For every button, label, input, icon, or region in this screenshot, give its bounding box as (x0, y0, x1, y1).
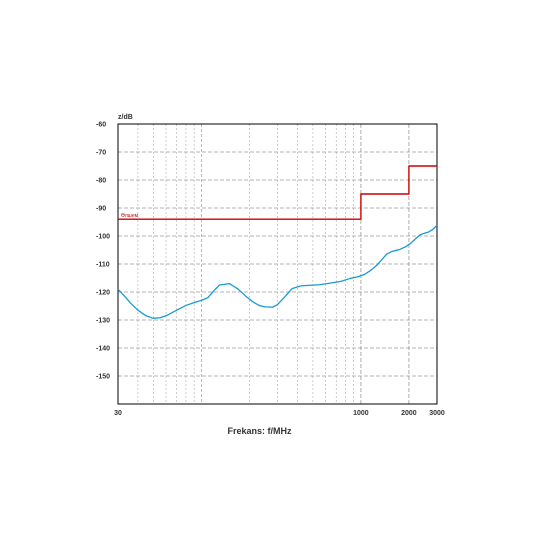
y-tick-labels: -60 -70 -80 -90 -100 -110 -120 -130 -140 -150 (96, 122, 110, 381)
measurement-trace (117, 224, 438, 319)
y-tick-label: -90 (96, 206, 106, 213)
y-tick-label: -150 (96, 374, 110, 381)
y-tick-label: -80 (96, 178, 106, 185)
y-tick-label: -70 (96, 150, 106, 157)
x-axis-label: Frekans: f/MHz (227, 426, 292, 436)
x-tick-label: 2000 (401, 410, 417, 417)
x-tick-labels: 30 1000 2000 3000 (114, 410, 445, 417)
y-tick-label: -100 (96, 234, 110, 241)
x-tick-label: 30 (114, 410, 122, 417)
x-tick-label: 3000 (429, 410, 445, 417)
y-tick-label: -130 (96, 318, 110, 325)
y-tick-label: -120 (96, 290, 110, 297)
limit-line-label: Өлшем (121, 213, 139, 219)
chart-marks (117, 165, 438, 319)
grid-major (118, 124, 437, 404)
y-tick-label: -60 (96, 122, 106, 129)
y-axis-label: z/dB (118, 114, 133, 121)
limit-line (118, 165, 437, 220)
y-tick-label: -140 (96, 346, 110, 353)
x-tick-label: 1000 (353, 410, 369, 417)
y-tick-label: -110 (96, 262, 110, 269)
plot-frame (117, 123, 438, 405)
